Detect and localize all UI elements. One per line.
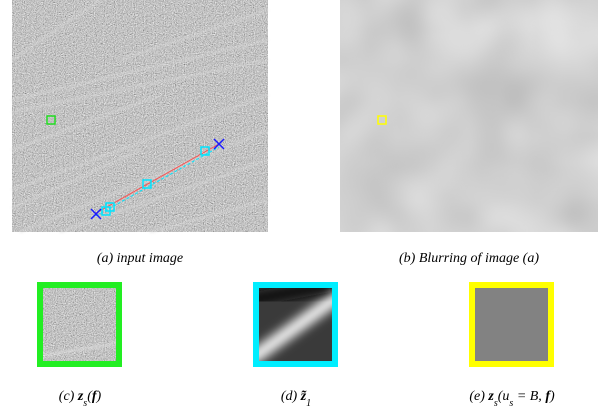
caption-part: (a) input image [97,251,183,266]
patch-e [472,285,551,364]
figure: (a) input image (b) Blurring of image (a… [0,0,605,410]
caption-part: 1 [306,398,311,409]
caption-part: (d) [281,389,301,404]
caption-part: (c) [59,389,78,404]
caption-part: (e) [469,389,488,404]
caption-part: ) [549,389,555,404]
caption-part: = B, [513,389,545,404]
caption-part: (u [498,389,510,404]
patch-c [40,285,119,364]
caption: (d) z̃1 [281,389,311,409]
blurred-image [340,0,598,232]
caption: (b) Blurring of image (a) [399,251,539,266]
caption-part: ) [96,389,102,404]
caption: (a) input image [97,251,183,266]
caption: (c) zs(f) [59,389,102,409]
input-image [12,0,268,232]
caption-part: (b) Blurring of image (a) [399,251,539,266]
caption: (e) zs(us = B, f) [469,389,555,409]
patch-d [250,285,340,364]
